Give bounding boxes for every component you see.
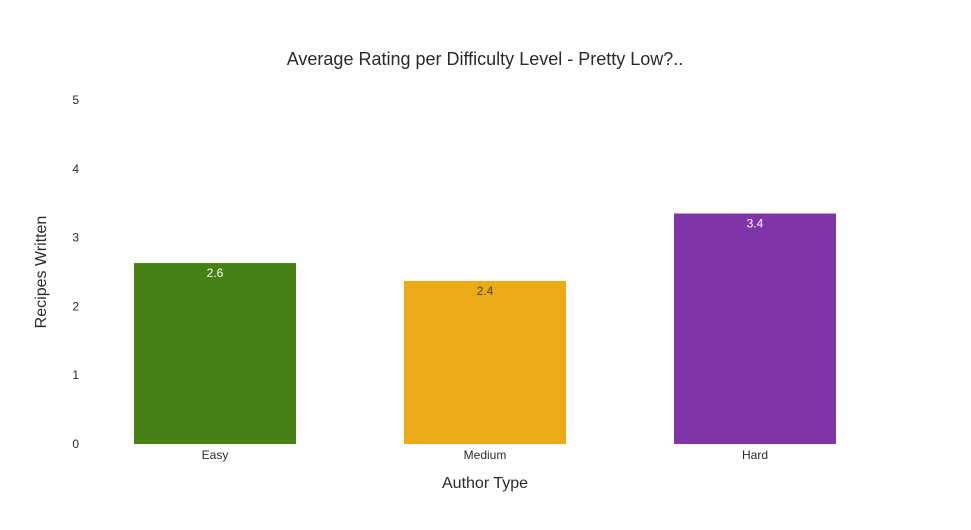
x-tick-label: Easy (202, 448, 229, 462)
y-tick-label: 0 (72, 437, 79, 451)
chart-title: Average Rating per Difficulty Level - Pr… (287, 49, 684, 69)
bar-value-label: 3.4 (747, 217, 764, 231)
y-axis-title: Recipes Written (33, 216, 50, 329)
bar-medium[interactable] (404, 280, 566, 444)
y-tick-label: 3 (72, 231, 79, 245)
y-axis-ticks: 0 1 2 3 4 5 (72, 93, 79, 451)
bar-value-labels: 2.6 2.4 3.4 (207, 217, 764, 298)
bar-value-label: 2.4 (477, 284, 494, 298)
y-tick-label: 1 (72, 368, 79, 382)
bar-hard[interactable] (674, 213, 836, 444)
bar-easy[interactable] (134, 263, 296, 444)
x-axis-ticks: Easy Medium Hard (202, 448, 768, 462)
x-tick-label: Hard (742, 448, 768, 462)
y-tick-label: 2 (72, 299, 79, 313)
x-tick-label: Medium (464, 448, 507, 462)
bars-group (134, 213, 836, 444)
bar-value-label: 2.6 (207, 266, 224, 280)
y-tick-label: 4 (72, 162, 79, 176)
y-tick-label: 5 (72, 93, 79, 107)
x-axis-title: Author Type (442, 475, 528, 492)
